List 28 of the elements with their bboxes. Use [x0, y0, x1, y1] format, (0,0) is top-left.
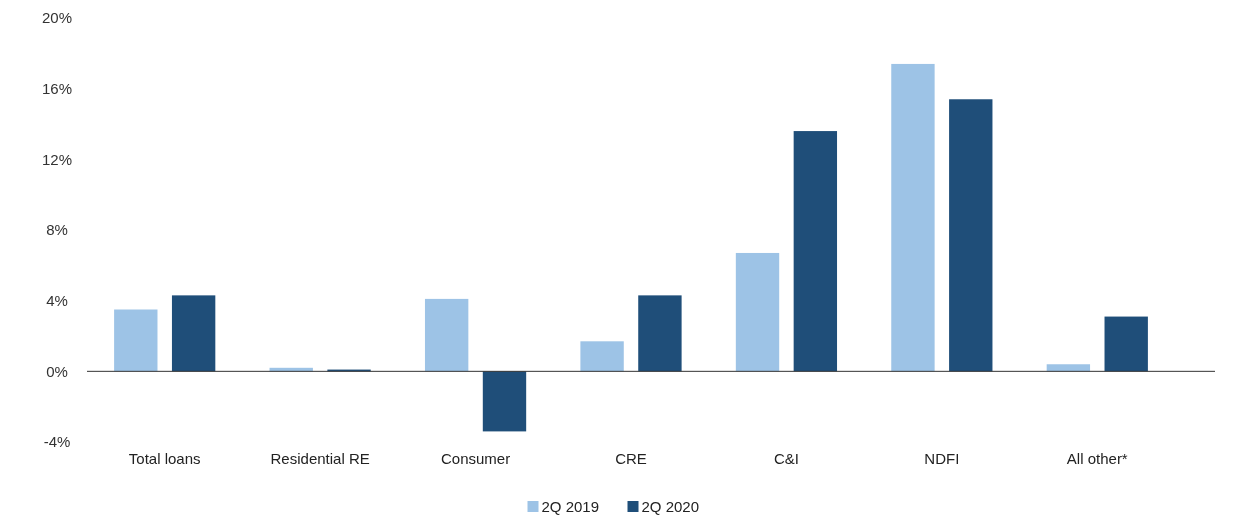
- bar: [580, 341, 624, 372]
- bar: [891, 63, 935, 372]
- x-tick-label: NDFI: [924, 450, 960, 467]
- bar: [638, 295, 682, 372]
- y-tick-label: 16%: [41, 79, 73, 97]
- legend-label: 2Q 2020: [641, 498, 700, 515]
- legend-label: 2Q 2019: [541, 498, 600, 515]
- bar: [949, 99, 993, 372]
- bar: [1104, 316, 1148, 372]
- y-tick-label: 20%: [41, 9, 73, 27]
- bar: [1046, 364, 1091, 372]
- bar: [793, 131, 838, 372]
- y-tick-label: -4%: [43, 433, 71, 451]
- x-tick-label: C&I: [773, 450, 799, 467]
- bar: [482, 371, 527, 432]
- x-tick-label: Total loans: [128, 450, 201, 467]
- x-tick-label: All other*: [1066, 450, 1128, 467]
- bar: [171, 295, 216, 372]
- y-tick-label: 8%: [46, 221, 68, 239]
- x-tick-label: Residential RE: [270, 450, 370, 467]
- y-tick-label: 12%: [41, 150, 73, 168]
- bar: [114, 309, 158, 372]
- bar: [424, 298, 469, 372]
- x-tick-label: Consumer: [440, 450, 511, 467]
- bar: [735, 252, 780, 372]
- y-tick-label: 4%: [46, 291, 68, 309]
- x-tick-label: CRE: [615, 450, 647, 467]
- y-tick-label: 0%: [46, 362, 68, 380]
